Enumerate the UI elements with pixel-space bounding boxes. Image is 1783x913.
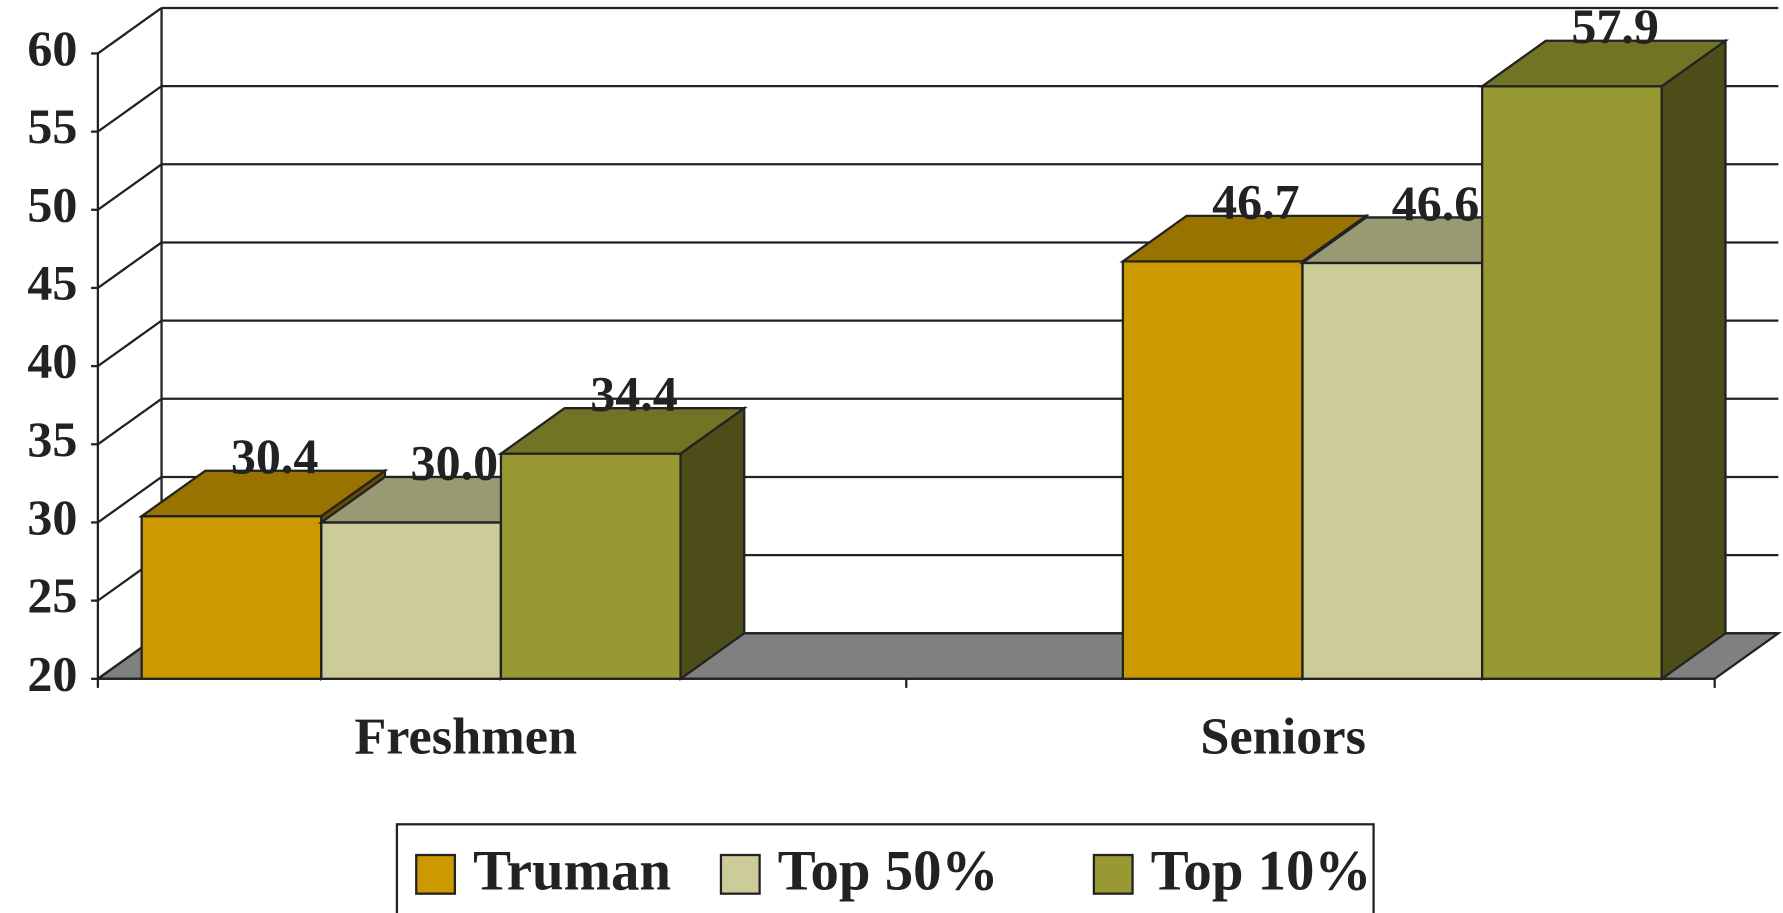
legend-label: Top 50%: [778, 840, 999, 903]
y-tick-label: 30: [27, 489, 77, 545]
bar: [499, 452, 682, 680]
x-tick-label: Freshmen: [354, 707, 577, 765]
data-label: 57.9: [1571, 0, 1659, 54]
legend-swatch: [415, 853, 457, 895]
legend-box: [395, 823, 1375, 913]
y-tick-label: 50: [27, 176, 77, 232]
y-tick-label: 45: [27, 254, 77, 310]
legend-swatch: [719, 853, 761, 895]
y-tick-label: 55: [27, 98, 77, 154]
y-tick-label: 40: [27, 333, 77, 389]
bar: [320, 521, 503, 680]
data-label: 46.6: [1392, 175, 1480, 231]
grid-line: [97, 476, 163, 524]
legend-label: Top 10%: [1151, 840, 1372, 903]
data-label: 30.4: [231, 428, 319, 484]
bar: [1481, 85, 1663, 680]
bar: [1301, 261, 1484, 680]
y-tick-label: 35: [27, 411, 77, 467]
grid-line: [97, 163, 163, 211]
data-label: 46.7: [1212, 173, 1300, 229]
bar: [1121, 260, 1304, 680]
grid-line: [97, 397, 163, 446]
bar-side: [1660, 38, 1727, 681]
data-label: 30.0: [411, 434, 499, 490]
data-label: 34.4: [590, 366, 678, 422]
y-tick-label: 60: [27, 20, 77, 76]
bar: [140, 515, 323, 680]
y-tick-label: 25: [27, 567, 77, 623]
bar-side: [679, 405, 746, 681]
grid-line: [97, 7, 163, 55]
x-tick-label: Seniors: [1200, 707, 1366, 765]
legend-label: Truman: [473, 840, 671, 903]
grid-line: [97, 85, 163, 133]
grid-line: [97, 241, 163, 289]
grid-line: [97, 319, 163, 368]
legend-swatch: [1092, 853, 1134, 895]
y-tick-label: 20: [27, 645, 77, 701]
